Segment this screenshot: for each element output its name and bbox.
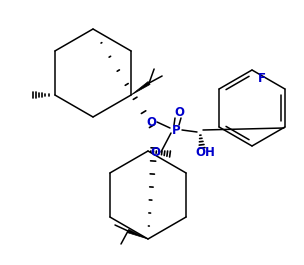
Text: O: O — [150, 145, 160, 158]
Text: OH: OH — [195, 147, 215, 160]
Text: P: P — [172, 123, 180, 136]
Polygon shape — [131, 82, 150, 95]
Text: O: O — [174, 105, 184, 118]
Text: F: F — [258, 72, 266, 85]
Text: O: O — [146, 116, 156, 129]
Polygon shape — [127, 229, 148, 239]
